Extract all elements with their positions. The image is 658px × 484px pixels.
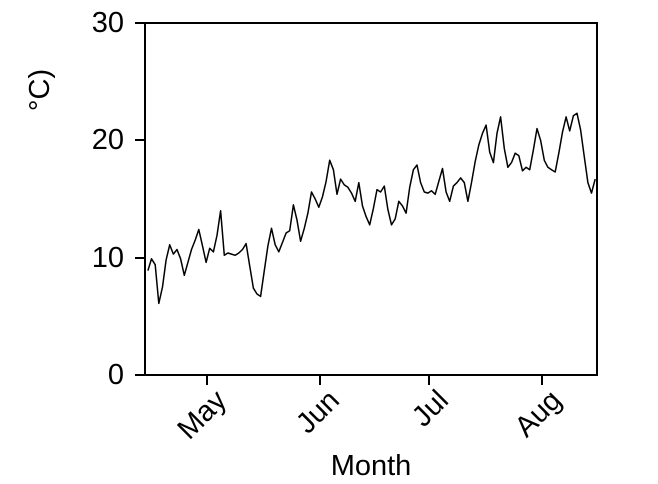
x-tick-mark [541, 376, 544, 385]
x-tick-mark [205, 376, 208, 385]
y-tick-label: 30 [91, 7, 124, 39]
y-tick-mark [135, 256, 144, 259]
plot-area-border [144, 22, 598, 376]
x-tick-mark [428, 376, 431, 385]
x-tick-mark [318, 376, 321, 385]
x-tick-label: Jun [289, 384, 346, 440]
y-tick-label: 0 [107, 359, 124, 391]
y-tick-label: 20 [91, 124, 124, 157]
x-axis-title: Month [330, 450, 412, 482]
x-tick-label: Aug [509, 384, 569, 444]
y-tick-mark [135, 139, 144, 142]
y-tick-label: 10 [91, 241, 124, 274]
x-tick-label: Jul [406, 384, 456, 434]
y-axis-title: °C) [24, 68, 56, 112]
plot-area [147, 112, 596, 305]
y-tick-mark [135, 22, 144, 24]
temperature-line-series [147, 112, 596, 305]
y-tick-mark [135, 374, 144, 376]
x-tick-label: May [171, 384, 233, 446]
